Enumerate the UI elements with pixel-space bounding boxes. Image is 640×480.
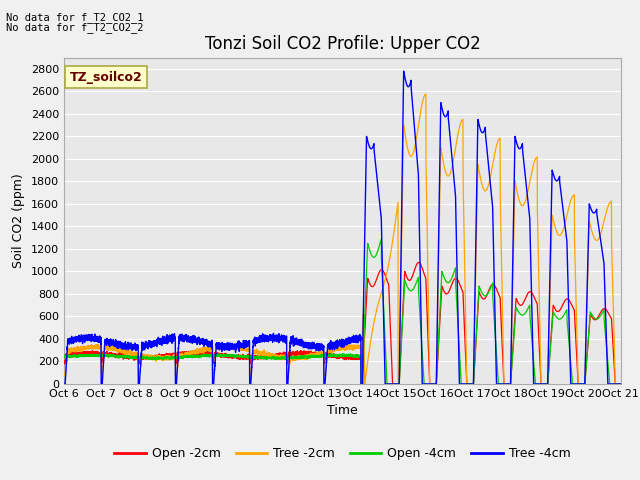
Text: No data for f_T2_CO2_1: No data for f_T2_CO2_1 xyxy=(6,12,144,23)
Text: TZ_soilco2: TZ_soilco2 xyxy=(70,71,142,84)
Title: Tonzi Soil CO2 Profile: Upper CO2: Tonzi Soil CO2 Profile: Upper CO2 xyxy=(205,35,480,53)
Text: No data for f_T2_CO2_2: No data for f_T2_CO2_2 xyxy=(6,22,144,33)
Legend: Open -2cm, Tree -2cm, Open -4cm, Tree -4cm: Open -2cm, Tree -2cm, Open -4cm, Tree -4… xyxy=(109,443,575,466)
Y-axis label: Soil CO2 (ppm): Soil CO2 (ppm) xyxy=(12,173,26,268)
X-axis label: Time: Time xyxy=(327,405,358,418)
